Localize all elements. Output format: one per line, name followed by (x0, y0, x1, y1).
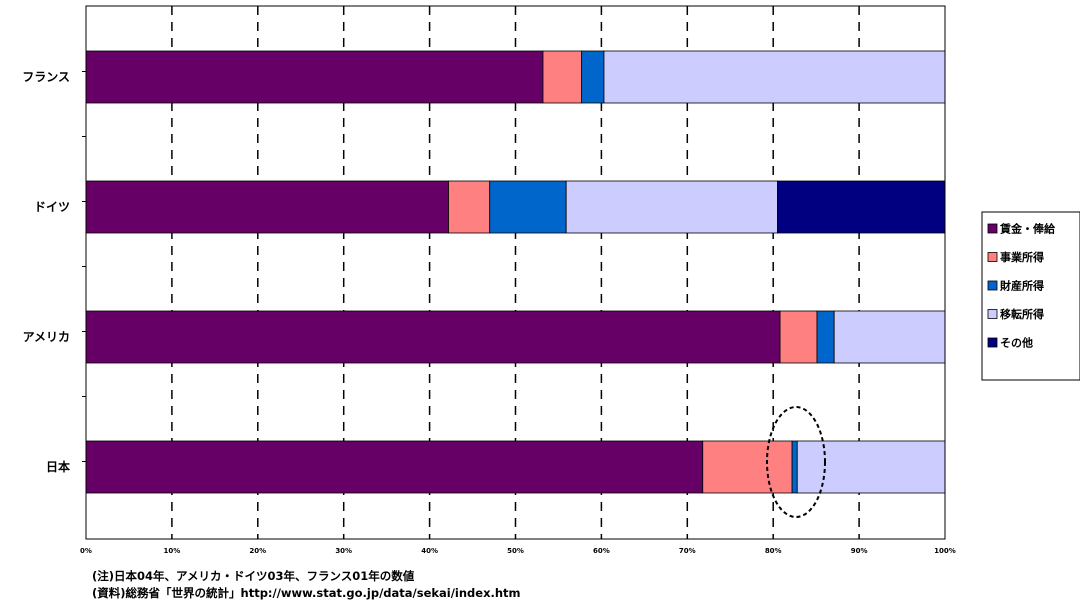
bar-segment (833, 310, 946, 364)
x-tick-label: 100% (934, 547, 956, 555)
bar-segment (777, 180, 946, 234)
category-label: フランス (22, 70, 70, 84)
x-tick-label: 20% (249, 547, 266, 555)
x-tick-label: 60% (593, 547, 610, 555)
highlight-ellipse (766, 406, 826, 518)
category-label: ドイツ (34, 200, 70, 214)
category-label: 日本 (46, 459, 70, 474)
x-tick-label: 80% (765, 547, 782, 555)
bar-segment (702, 440, 793, 494)
bar-segment (581, 50, 605, 104)
legend-label: 賃金・俸給 (999, 222, 1056, 236)
x-tick-label: 70% (679, 547, 696, 555)
x-tick-label: 40% (421, 547, 438, 555)
source-line: (資料)総務省「世界の統計」http://www.stat.go.jp/data… (92, 586, 521, 600)
bar-segment (791, 440, 798, 494)
legend-label: 移転所得 (1000, 307, 1044, 321)
legend-swatch (987, 223, 998, 234)
legend-box (981, 211, 1080, 381)
legend-label: その他 (1000, 336, 1033, 350)
legend-label: 事業所得 (1000, 250, 1044, 264)
note-line-1: (注)日本04年、アメリカ・ドイツ03年、フランス01年の数値 (92, 569, 415, 583)
bar-segment (85, 50, 544, 104)
legend-swatch (987, 309, 998, 319)
legend-swatch (987, 280, 998, 291)
bar-segment (542, 50, 583, 104)
plot-area-border (85, 5, 946, 540)
category-label: アメリカ (23, 330, 70, 344)
x-tick-label: 30% (335, 547, 352, 555)
x-tick-label: 10% (164, 547, 181, 555)
bar-segment (779, 310, 818, 364)
bar-segment (603, 50, 946, 104)
legend-label: 財産所得 (999, 279, 1044, 293)
x-tick-label: 0% (80, 547, 92, 555)
bar-segment (565, 180, 778, 234)
stacked-bar-chart: 0% 10% 20% 30% 40% 50% 60% 70% 80% 90% 100% フランスドイツ… (22, 5, 1080, 555)
legend-swatch (987, 337, 998, 348)
x-tick-label: 90% (851, 547, 868, 555)
bar-segment (85, 180, 449, 234)
x-tick-label: 50% (507, 547, 524, 555)
bar-segment (85, 440, 704, 494)
bar-segment (489, 180, 567, 234)
legend-swatch (987, 252, 998, 262)
bar-segment (448, 180, 491, 234)
bar-segment (816, 310, 835, 364)
bar-segment (85, 310, 781, 364)
bar-segment (796, 440, 946, 494)
